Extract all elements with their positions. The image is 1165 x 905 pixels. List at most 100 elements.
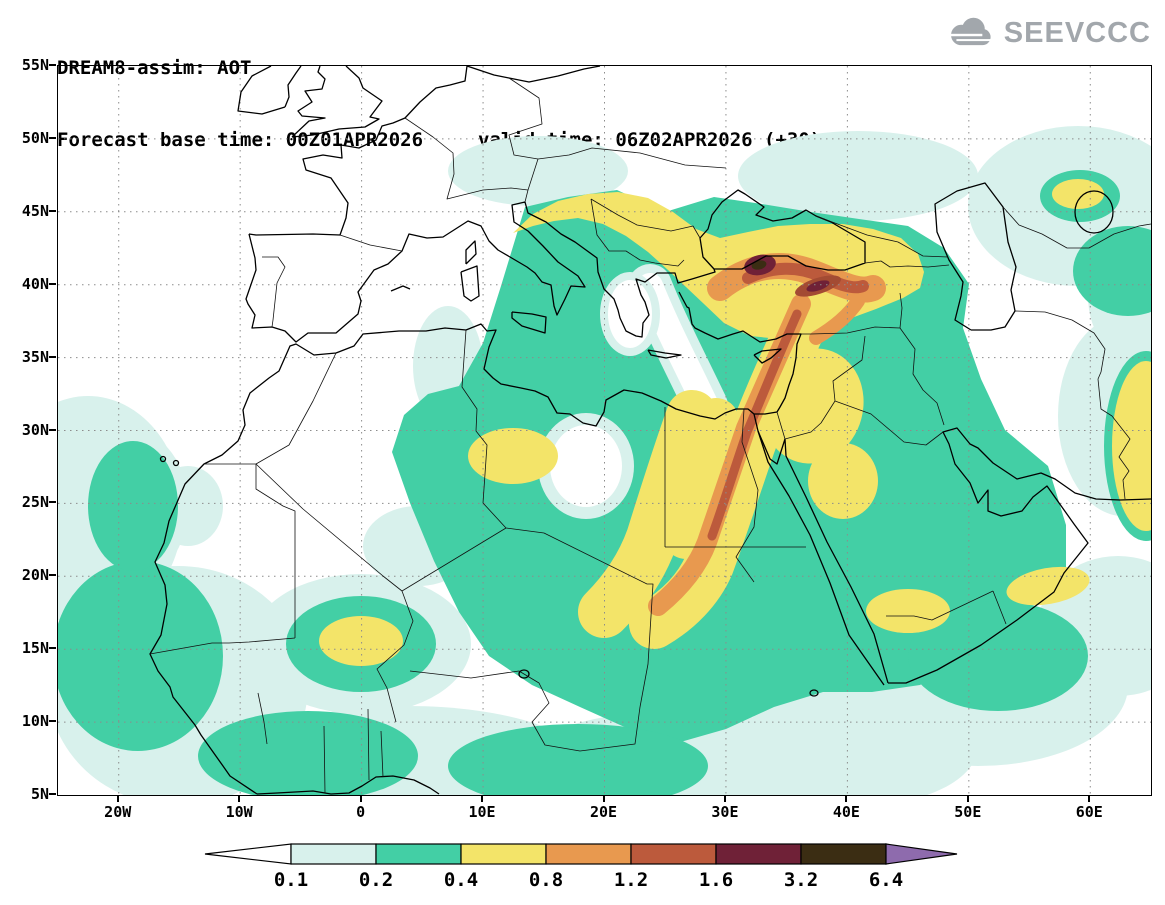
x-axis-tick xyxy=(966,795,969,802)
coastline-path xyxy=(753,413,786,465)
y-axis-tick xyxy=(49,282,56,285)
colorbar-label: 0.4 xyxy=(443,869,479,891)
coastline-path xyxy=(248,66,468,236)
x-axis-tick xyxy=(1088,795,1091,802)
coastline-path xyxy=(809,689,819,697)
colorbar-label: 6.4 xyxy=(868,869,904,891)
coastline-path xyxy=(511,311,547,334)
colorbar-label: 1.2 xyxy=(613,869,649,891)
y-axis-label: 5N xyxy=(30,785,49,803)
y-axis-label: 15N xyxy=(21,639,49,658)
border-path xyxy=(886,590,1007,625)
x-axis-label: 60E xyxy=(1075,803,1103,821)
border-path xyxy=(461,329,507,529)
coastline-path xyxy=(256,775,440,795)
coastline-path xyxy=(237,66,286,115)
y-axis-label: 35N xyxy=(21,347,49,366)
y-axis-label: 25N xyxy=(21,493,49,512)
y-axis-tick xyxy=(49,428,56,431)
coastline-path xyxy=(699,189,866,271)
border-path xyxy=(255,352,337,465)
x-axis-label: 20E xyxy=(589,803,618,821)
y-axis-label: 50N xyxy=(21,128,49,147)
aot-map-svg xyxy=(58,66,1151,795)
y-axis-tick xyxy=(49,209,56,212)
x-axis-tick xyxy=(238,795,241,802)
coastline-path xyxy=(757,430,885,686)
coastline-path xyxy=(888,427,1151,684)
x-axis-tick xyxy=(481,795,484,802)
border-path xyxy=(508,77,543,160)
y-axis-label: 40N xyxy=(21,274,49,293)
border-path xyxy=(590,198,701,267)
border-path xyxy=(505,527,654,708)
y-axis-tick xyxy=(49,64,56,66)
y-axis-tick xyxy=(49,793,56,795)
coastline-path xyxy=(518,669,530,679)
x-axis-label: 0 xyxy=(356,803,366,821)
seevccc-logo: SEEVCCC xyxy=(945,16,1151,50)
logo-text: SEEVCCC xyxy=(1003,16,1151,49)
y-axis-label: 55N xyxy=(21,56,49,74)
colorbar xyxy=(203,842,960,870)
coastline-path xyxy=(390,285,411,292)
coastline-path xyxy=(172,459,180,467)
graticule xyxy=(58,66,1151,795)
coastline-path xyxy=(753,348,782,364)
y-axis-tick xyxy=(49,355,56,358)
coastline-path xyxy=(784,438,889,684)
y-axis-tick xyxy=(49,574,56,577)
coastline-path xyxy=(159,455,167,463)
colorbar-label: 0.1 xyxy=(273,869,309,891)
border-path xyxy=(1014,310,1131,500)
y-axis-tick xyxy=(49,720,56,723)
border-path xyxy=(262,234,403,328)
coastline-path xyxy=(284,66,302,108)
border-path xyxy=(864,260,950,268)
cloud-icon xyxy=(949,17,992,46)
border-path xyxy=(664,407,806,548)
border-path xyxy=(801,292,945,426)
x-axis-tick xyxy=(116,795,119,802)
y-axis-label: 30N xyxy=(21,420,49,439)
colorbar-label: 1.6 xyxy=(698,869,734,891)
colorbar-svg xyxy=(204,843,958,865)
coastline-path xyxy=(466,66,601,83)
x-axis-label: 50E xyxy=(954,803,982,821)
colorbar-label: 0.2 xyxy=(358,869,394,891)
coastline-path xyxy=(647,349,682,359)
x-axis-tick xyxy=(845,795,848,802)
coastlines xyxy=(149,66,1151,795)
y-axis-tick xyxy=(49,136,56,139)
border-path xyxy=(404,117,529,203)
coastline-path xyxy=(1074,190,1114,234)
border-path xyxy=(776,335,944,446)
y-axis-label: 20N xyxy=(21,566,49,585)
coastline-path xyxy=(291,66,326,138)
colorbar-label: 0.8 xyxy=(528,869,564,891)
border-path xyxy=(815,215,949,258)
x-axis-label: 40E xyxy=(832,803,860,821)
coastline-path xyxy=(149,291,802,795)
border-path xyxy=(255,463,507,592)
border-path xyxy=(257,692,384,794)
x-axis-label: 20W xyxy=(104,803,132,821)
x-axis-tick xyxy=(359,795,362,802)
x-axis-label: 30E xyxy=(711,803,739,821)
y-axis-tick xyxy=(49,647,56,650)
country-borders xyxy=(149,77,1151,794)
colorbar-label: 3.2 xyxy=(783,869,819,891)
map-plot xyxy=(57,65,1152,796)
y-axis-tick xyxy=(49,501,56,504)
plot-title: DREAM8-assim: AOT xyxy=(57,57,252,79)
y-axis-label: 10N xyxy=(21,712,49,731)
x-axis-label: 10W xyxy=(225,803,253,821)
river-path xyxy=(735,408,759,583)
coastline-path xyxy=(934,182,1017,331)
coastline-path xyxy=(460,265,480,302)
x-axis-tick xyxy=(723,795,726,802)
aot-fill-level-3p2 xyxy=(751,260,767,270)
border-path xyxy=(409,670,641,752)
forecast-base-time: Forecast base time: 00Z01APR2026 xyxy=(57,129,424,151)
border-path xyxy=(204,463,296,638)
